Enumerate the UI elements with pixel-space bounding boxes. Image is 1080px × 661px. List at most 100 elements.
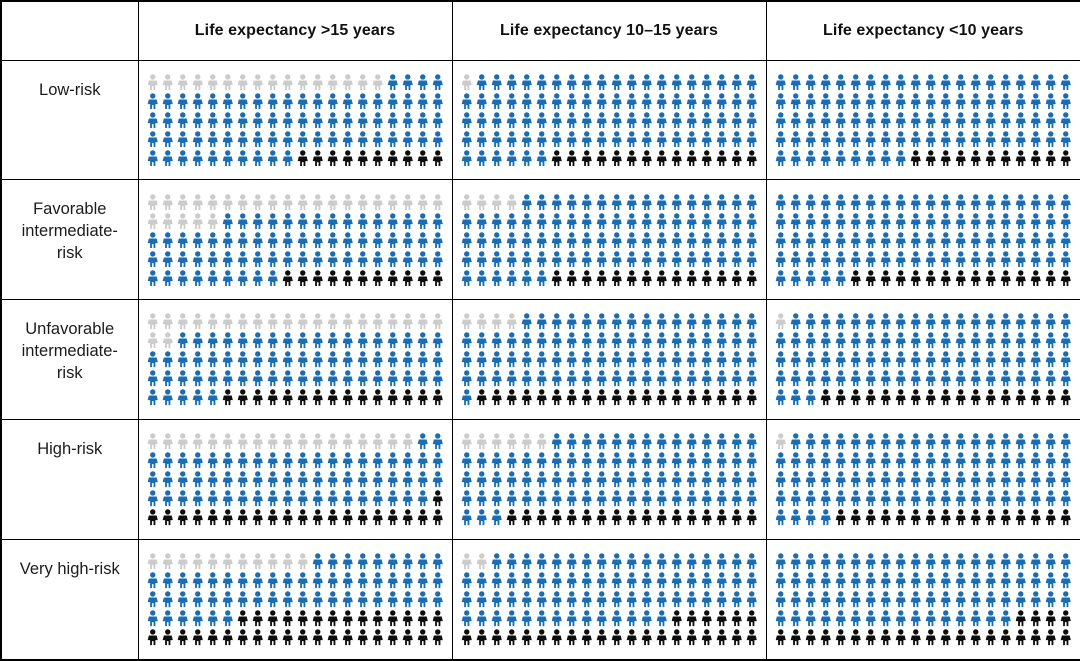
blue-person-icon — [190, 470, 205, 489]
black-person-icon — [863, 388, 878, 407]
blue-person-icon — [624, 552, 639, 571]
blue-person-icon — [400, 129, 415, 148]
black-person-icon — [489, 628, 504, 647]
blue-person-icon — [968, 129, 983, 148]
blue-person-icon — [355, 129, 370, 148]
blue-person-icon — [340, 249, 355, 268]
blue-person-icon — [833, 148, 848, 167]
blue-person-icon — [310, 129, 325, 148]
blue-person-icon — [938, 72, 953, 91]
blue-person-icon — [280, 571, 295, 590]
blue-person-icon — [474, 148, 489, 167]
blue-person-icon — [175, 571, 190, 590]
blue-person-icon — [430, 552, 445, 571]
gray-person-icon — [400, 312, 415, 331]
blue-person-icon — [250, 148, 265, 167]
blue-person-icon — [549, 571, 564, 590]
blue-person-icon — [489, 268, 504, 287]
black-person-icon — [400, 268, 415, 287]
blue-person-icon — [908, 129, 923, 148]
black-person-icon — [699, 508, 714, 527]
blue-person-icon — [579, 91, 594, 110]
gray-person-icon — [250, 72, 265, 91]
blue-person-icon — [669, 91, 684, 110]
blue-person-icon — [818, 590, 833, 609]
blue-person-icon — [205, 110, 220, 129]
black-person-icon — [340, 508, 355, 527]
black-person-icon — [145, 508, 160, 527]
blue-person-icon — [1028, 571, 1043, 590]
blue-person-icon — [639, 331, 654, 350]
blue-person-icon — [474, 508, 489, 527]
blue-person-icon — [788, 230, 803, 249]
blue-person-icon — [489, 590, 504, 609]
blue-person-icon — [818, 552, 833, 571]
blue-person-icon — [579, 470, 594, 489]
black-person-icon — [564, 628, 579, 647]
blue-person-icon — [265, 230, 280, 249]
blue-person-icon — [803, 91, 818, 110]
blue-person-icon — [459, 110, 474, 129]
pictogram-cell — [451, 539, 767, 661]
blue-person-icon — [863, 230, 878, 249]
blue-person-icon — [639, 489, 654, 508]
blue-person-icon — [923, 470, 938, 489]
blue-person-icon — [968, 230, 983, 249]
black-person-icon — [654, 388, 669, 407]
blue-person-icon — [175, 230, 190, 249]
blue-person-icon — [714, 571, 729, 590]
blue-person-icon — [654, 110, 669, 129]
black-person-icon — [400, 148, 415, 167]
blue-person-icon — [1058, 72, 1073, 91]
blue-person-icon — [370, 249, 385, 268]
blue-person-icon — [818, 312, 833, 331]
blue-person-icon — [684, 489, 699, 508]
black-person-icon — [534, 508, 549, 527]
blue-person-icon — [340, 211, 355, 230]
blue-person-icon — [893, 470, 908, 489]
black-person-icon — [968, 148, 983, 167]
black-person-icon — [415, 609, 430, 628]
black-person-icon — [714, 388, 729, 407]
blue-person-icon — [639, 350, 654, 369]
icon-grid — [453, 552, 766, 647]
blue-person-icon — [714, 590, 729, 609]
black-person-icon — [489, 388, 504, 407]
black-person-icon — [310, 609, 325, 628]
blue-person-icon — [534, 451, 549, 470]
black-person-icon — [295, 148, 310, 167]
blue-person-icon — [355, 331, 370, 350]
gray-person-icon — [265, 72, 280, 91]
black-person-icon — [250, 508, 265, 527]
blue-person-icon — [265, 489, 280, 508]
black-person-icon — [1058, 388, 1073, 407]
blue-person-icon — [803, 470, 818, 489]
blue-person-icon — [160, 129, 175, 148]
blue-person-icon — [504, 91, 519, 110]
blue-person-icon — [325, 552, 340, 571]
blue-person-icon — [504, 369, 519, 388]
blue-person-icon — [788, 489, 803, 508]
blue-person-icon — [265, 590, 280, 609]
blue-person-icon — [998, 571, 1013, 590]
gray-person-icon — [250, 312, 265, 331]
blue-person-icon — [938, 552, 953, 571]
blue-person-icon — [818, 91, 833, 110]
blue-person-icon — [220, 350, 235, 369]
blue-person-icon — [624, 91, 639, 110]
blue-person-icon — [609, 192, 624, 211]
blue-person-icon — [788, 388, 803, 407]
blue-person-icon — [699, 211, 714, 230]
black-person-icon — [504, 388, 519, 407]
blue-person-icon — [474, 91, 489, 110]
blue-person-icon — [744, 312, 759, 331]
blue-person-icon — [310, 489, 325, 508]
blue-person-icon — [998, 312, 1013, 331]
blue-person-icon — [415, 230, 430, 249]
blue-person-icon — [699, 350, 714, 369]
black-person-icon — [983, 628, 998, 647]
blue-person-icon — [400, 552, 415, 571]
blue-person-icon — [549, 72, 564, 91]
blue-person-icon — [968, 590, 983, 609]
blue-person-icon — [400, 110, 415, 129]
